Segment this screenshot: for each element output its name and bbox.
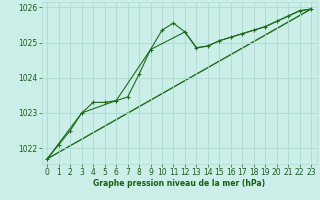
X-axis label: Graphe pression niveau de la mer (hPa): Graphe pression niveau de la mer (hPa) [93, 179, 265, 188]
